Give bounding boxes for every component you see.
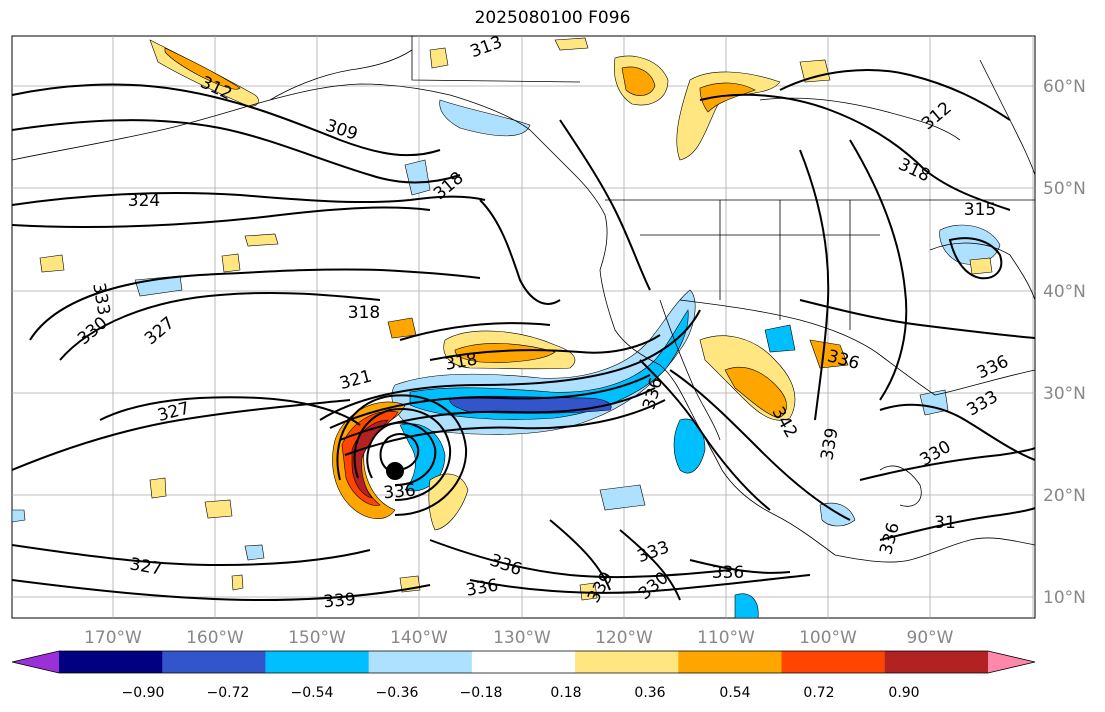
map-plot-area xyxy=(11,35,1036,619)
map-title: 2025080100 F096 xyxy=(474,8,631,28)
colorbar-segment xyxy=(368,651,473,673)
colorbar-segment xyxy=(265,651,370,673)
coastlines-borders xyxy=(12,36,1035,563)
colorbar-segment xyxy=(59,651,163,673)
colorbar-extend-min xyxy=(12,651,59,673)
colorbar-tick-label: 0.90 xyxy=(888,685,919,701)
contour-label: 324 xyxy=(128,191,160,211)
colorbar-segment xyxy=(162,651,266,673)
colorbar-extend-max xyxy=(988,651,1035,673)
longitude-label: 150°W xyxy=(288,628,346,648)
colorbar-segment xyxy=(471,651,576,673)
contour-label: 339 xyxy=(323,590,357,613)
colorbar-tick-label: −0.72 xyxy=(207,685,250,701)
latitude-label: 10°N xyxy=(1043,588,1086,608)
colorbar-tick-label: 0.36 xyxy=(634,685,665,701)
colorbar-segment xyxy=(884,651,989,673)
latitude-label: 30°N xyxy=(1043,384,1086,404)
contour-label: 336 xyxy=(712,563,744,583)
contour-label: 31 xyxy=(934,513,956,533)
latitude-label: 60°N xyxy=(1043,77,1086,97)
longitude-label: 170°W xyxy=(84,628,142,648)
colorbar-tick-label: −0.36 xyxy=(376,685,419,701)
colorbar-tick-label: 0.54 xyxy=(719,685,750,701)
colorbar-tick-label: −0.18 xyxy=(460,685,503,701)
colorbar-tick-label: −0.90 xyxy=(122,685,165,701)
latitude-label: 20°N xyxy=(1043,486,1086,506)
storm-center-marker xyxy=(386,462,404,480)
longitude-label: 90°W xyxy=(907,628,954,648)
longitude-label: 130°W xyxy=(493,628,551,648)
colorbar xyxy=(11,650,1036,674)
longitude-label: 100°W xyxy=(799,628,857,648)
theta-contours xyxy=(12,69,1035,602)
longitude-label: 120°W xyxy=(595,628,653,648)
longitude-axis: 170°W 160°W 150°W 140°W 130°W 120°W 110°… xyxy=(84,628,954,648)
colorbar-outline xyxy=(11,650,1036,674)
colorbar-ticks: −0.90 −0.72 −0.54 −0.36 −0.18 0.18 0.36 … xyxy=(122,685,920,701)
colorbar-tick-label: −0.54 xyxy=(291,685,334,701)
contour-label: 336 xyxy=(383,481,417,504)
contour-label: 315 xyxy=(964,200,996,220)
colorbar-segment xyxy=(781,651,886,673)
colorbar-tick-label: 0.72 xyxy=(803,685,834,701)
latitude-axis: 60°N 50°N 40°N 30°N 20°N 10°N xyxy=(1043,77,1086,608)
colorbar-segment xyxy=(678,651,783,673)
latitude-label: 40°N xyxy=(1043,282,1086,302)
colorbar-segment xyxy=(575,651,679,673)
longitude-label: 110°W xyxy=(697,628,755,648)
contour-label: 318 xyxy=(348,303,380,323)
longitude-label: 140°W xyxy=(390,628,448,648)
longitude-label: 160°W xyxy=(186,628,244,648)
colorbar-tick-label: 0.18 xyxy=(550,685,581,701)
latitude-label: 50°N xyxy=(1043,179,1086,199)
